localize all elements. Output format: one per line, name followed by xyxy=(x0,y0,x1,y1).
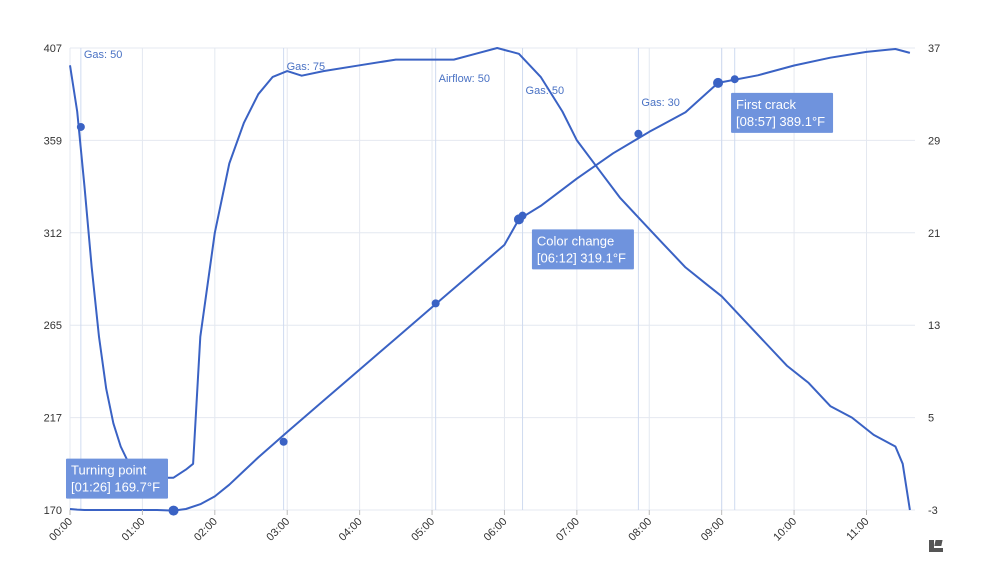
callout-marker xyxy=(168,505,179,516)
event-label: Gas: 50 xyxy=(84,49,123,61)
callout-value: [01:26] 169.7°F xyxy=(71,480,160,495)
bean-temperature-line xyxy=(69,48,911,512)
y-tick-left: 265 xyxy=(44,320,62,332)
x-tick-label: 00:00 xyxy=(47,516,75,544)
callouts: Turning point [01:26] 169.7°F Color change… xyxy=(66,92,834,499)
event-marker xyxy=(279,437,288,446)
x-tick-label: 06:00 xyxy=(482,516,510,544)
event-marker xyxy=(730,75,739,84)
event-label: Gas: 75 xyxy=(287,61,326,73)
y-tick-left: 407 xyxy=(44,43,62,55)
y-tick-right: 13 xyxy=(928,320,940,332)
callout-box xyxy=(66,458,168,499)
x-tick-label: 07:00 xyxy=(554,516,582,544)
y-tick-left: 170 xyxy=(44,505,62,517)
event-marker xyxy=(431,299,440,308)
event-label: Gas: 50 xyxy=(526,85,565,97)
callout-marker xyxy=(713,77,724,88)
x-tick-label: 04:00 xyxy=(337,516,365,544)
event-marker xyxy=(634,129,643,138)
x-tick-label: 05:00 xyxy=(409,516,437,544)
markers xyxy=(76,75,739,516)
callout-marker xyxy=(513,214,524,225)
event-label: Airflow: 50 xyxy=(439,73,490,85)
callout-box xyxy=(531,229,634,270)
grid xyxy=(69,47,915,511)
y-tick-right: -3 xyxy=(928,505,938,517)
y-tick-left: 217 xyxy=(44,413,62,425)
app-logo-icon xyxy=(929,540,943,552)
callout-title: Color change xyxy=(537,233,614,248)
x-tick-label: 02:00 xyxy=(192,516,220,544)
callout-box xyxy=(731,92,834,133)
y-tick-right: 21 xyxy=(928,228,940,240)
y-tick-right: 29 xyxy=(928,135,940,147)
event-label: Gas: 30 xyxy=(641,97,680,109)
x-tick-label: 08:00 xyxy=(626,516,654,544)
callout-title: Turning point xyxy=(71,463,147,478)
y-tick-left: 312 xyxy=(44,228,62,240)
x-tick-label: 03:00 xyxy=(264,516,292,544)
callout-value: [08:57] 389.1°F xyxy=(736,114,825,129)
x-tick-label: 09:00 xyxy=(699,516,727,544)
callout-title: First crack xyxy=(736,97,796,112)
x-tick-label: 10:00 xyxy=(771,516,799,544)
event-lines xyxy=(80,48,736,510)
x-tick-label: 11:00 xyxy=(844,516,871,543)
y-tick-right: 5 xyxy=(928,413,934,425)
y-tick-left: 359 xyxy=(44,135,62,147)
y-tick-right: 37 xyxy=(928,43,940,55)
callout-value: [06:12] 319.1°F xyxy=(537,250,626,265)
x-tick-label: 01:00 xyxy=(120,516,148,544)
event-marker xyxy=(76,122,85,131)
